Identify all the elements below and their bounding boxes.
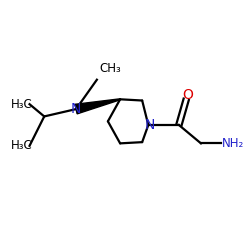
- Text: H₃C: H₃C: [11, 139, 33, 152]
- Text: NH₂: NH₂: [222, 137, 244, 150]
- Text: N: N: [71, 102, 81, 116]
- Text: N: N: [144, 118, 155, 132]
- Text: CH₃: CH₃: [99, 62, 121, 75]
- Polygon shape: [75, 99, 120, 114]
- Text: O: O: [182, 88, 193, 102]
- Text: H₃C: H₃C: [11, 98, 33, 111]
